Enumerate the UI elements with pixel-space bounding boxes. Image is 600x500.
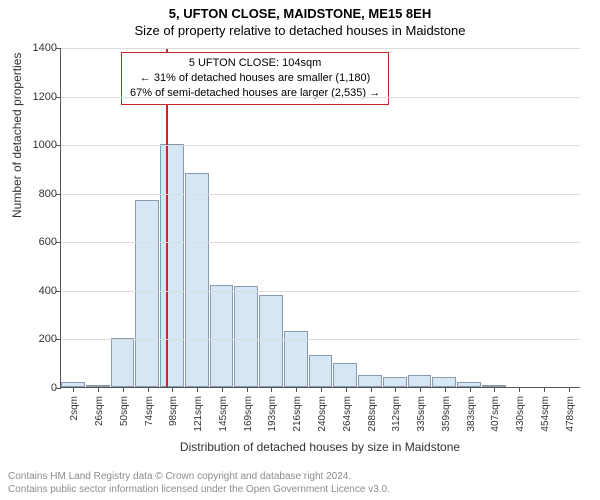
xtick-label: 335sqm xyxy=(416,396,427,432)
bar xyxy=(259,295,283,387)
footer-line2: Contains public sector information licen… xyxy=(8,483,592,496)
xtick-label: 359sqm xyxy=(441,396,452,432)
page-subtitle: Size of property relative to detached ho… xyxy=(0,21,600,42)
xtick-label: 216sqm xyxy=(292,396,303,432)
plot-region: 5 UFTON CLOSE: 104sqm ← 31% of detached … xyxy=(60,48,580,388)
xtick-label: 193sqm xyxy=(267,396,278,432)
ytick-label: 800 xyxy=(23,188,57,200)
y-axis-label: Number of detached properties xyxy=(10,53,24,218)
xtick-label: 145sqm xyxy=(218,396,229,432)
annotation-line3: 67% of semi-detached houses are larger (… xyxy=(130,86,380,101)
annotation-line1: 5 UFTON CLOSE: 104sqm xyxy=(130,56,380,71)
bar xyxy=(408,375,432,387)
ytick-label: 0 xyxy=(23,382,57,394)
bar xyxy=(333,363,357,387)
xtick-label: 383sqm xyxy=(466,396,477,432)
ytick-label: 600 xyxy=(23,236,57,248)
bar xyxy=(210,285,234,387)
xtick-label: 407sqm xyxy=(490,396,501,432)
xtick-label: 478sqm xyxy=(565,396,576,432)
bar xyxy=(383,377,407,387)
xtick-label: 169sqm xyxy=(243,396,254,432)
xtick-label: 454sqm xyxy=(540,396,551,432)
ytick-label: 1400 xyxy=(23,42,57,54)
xtick-label: 121sqm xyxy=(193,396,204,432)
bar xyxy=(309,355,333,387)
xtick-label: 98sqm xyxy=(168,396,179,426)
bar xyxy=(358,375,382,387)
x-axis-label: Distribution of detached houses by size … xyxy=(60,440,580,454)
ytick-label: 1000 xyxy=(23,139,57,151)
xtick-label: 50sqm xyxy=(119,396,130,426)
xtick-label: 430sqm xyxy=(515,396,526,432)
ytick-label: 1200 xyxy=(23,91,57,103)
bar xyxy=(111,338,135,387)
bar xyxy=(160,144,184,387)
footer-line1: Contains HM Land Registry data © Crown c… xyxy=(8,470,592,483)
annotation-line2: ← 31% of detached houses are smaller (1,… xyxy=(130,71,380,86)
bar xyxy=(135,200,159,387)
bar xyxy=(432,377,456,387)
xtick-label: 74sqm xyxy=(144,396,155,426)
bar xyxy=(185,173,209,387)
bar xyxy=(234,286,258,387)
xtick-label: 26sqm xyxy=(94,396,105,426)
footer: Contains HM Land Registry data © Crown c… xyxy=(8,470,592,496)
xtick-label: 288sqm xyxy=(367,396,378,432)
xtick-label: 240sqm xyxy=(317,396,328,432)
page-title: 5, UFTON CLOSE, MAIDSTONE, ME15 8EH xyxy=(0,0,600,21)
xtick-label: 264sqm xyxy=(342,396,353,432)
ytick-label: 400 xyxy=(23,285,57,297)
xtick-label: 2sqm xyxy=(69,396,80,420)
chart-area: Number of detached properties 5 UFTON CL… xyxy=(60,48,580,408)
xtick-label: 312sqm xyxy=(391,396,402,432)
chart-container: 5, UFTON CLOSE, MAIDSTONE, ME15 8EH Size… xyxy=(0,0,600,500)
ytick-label: 200 xyxy=(23,333,57,345)
